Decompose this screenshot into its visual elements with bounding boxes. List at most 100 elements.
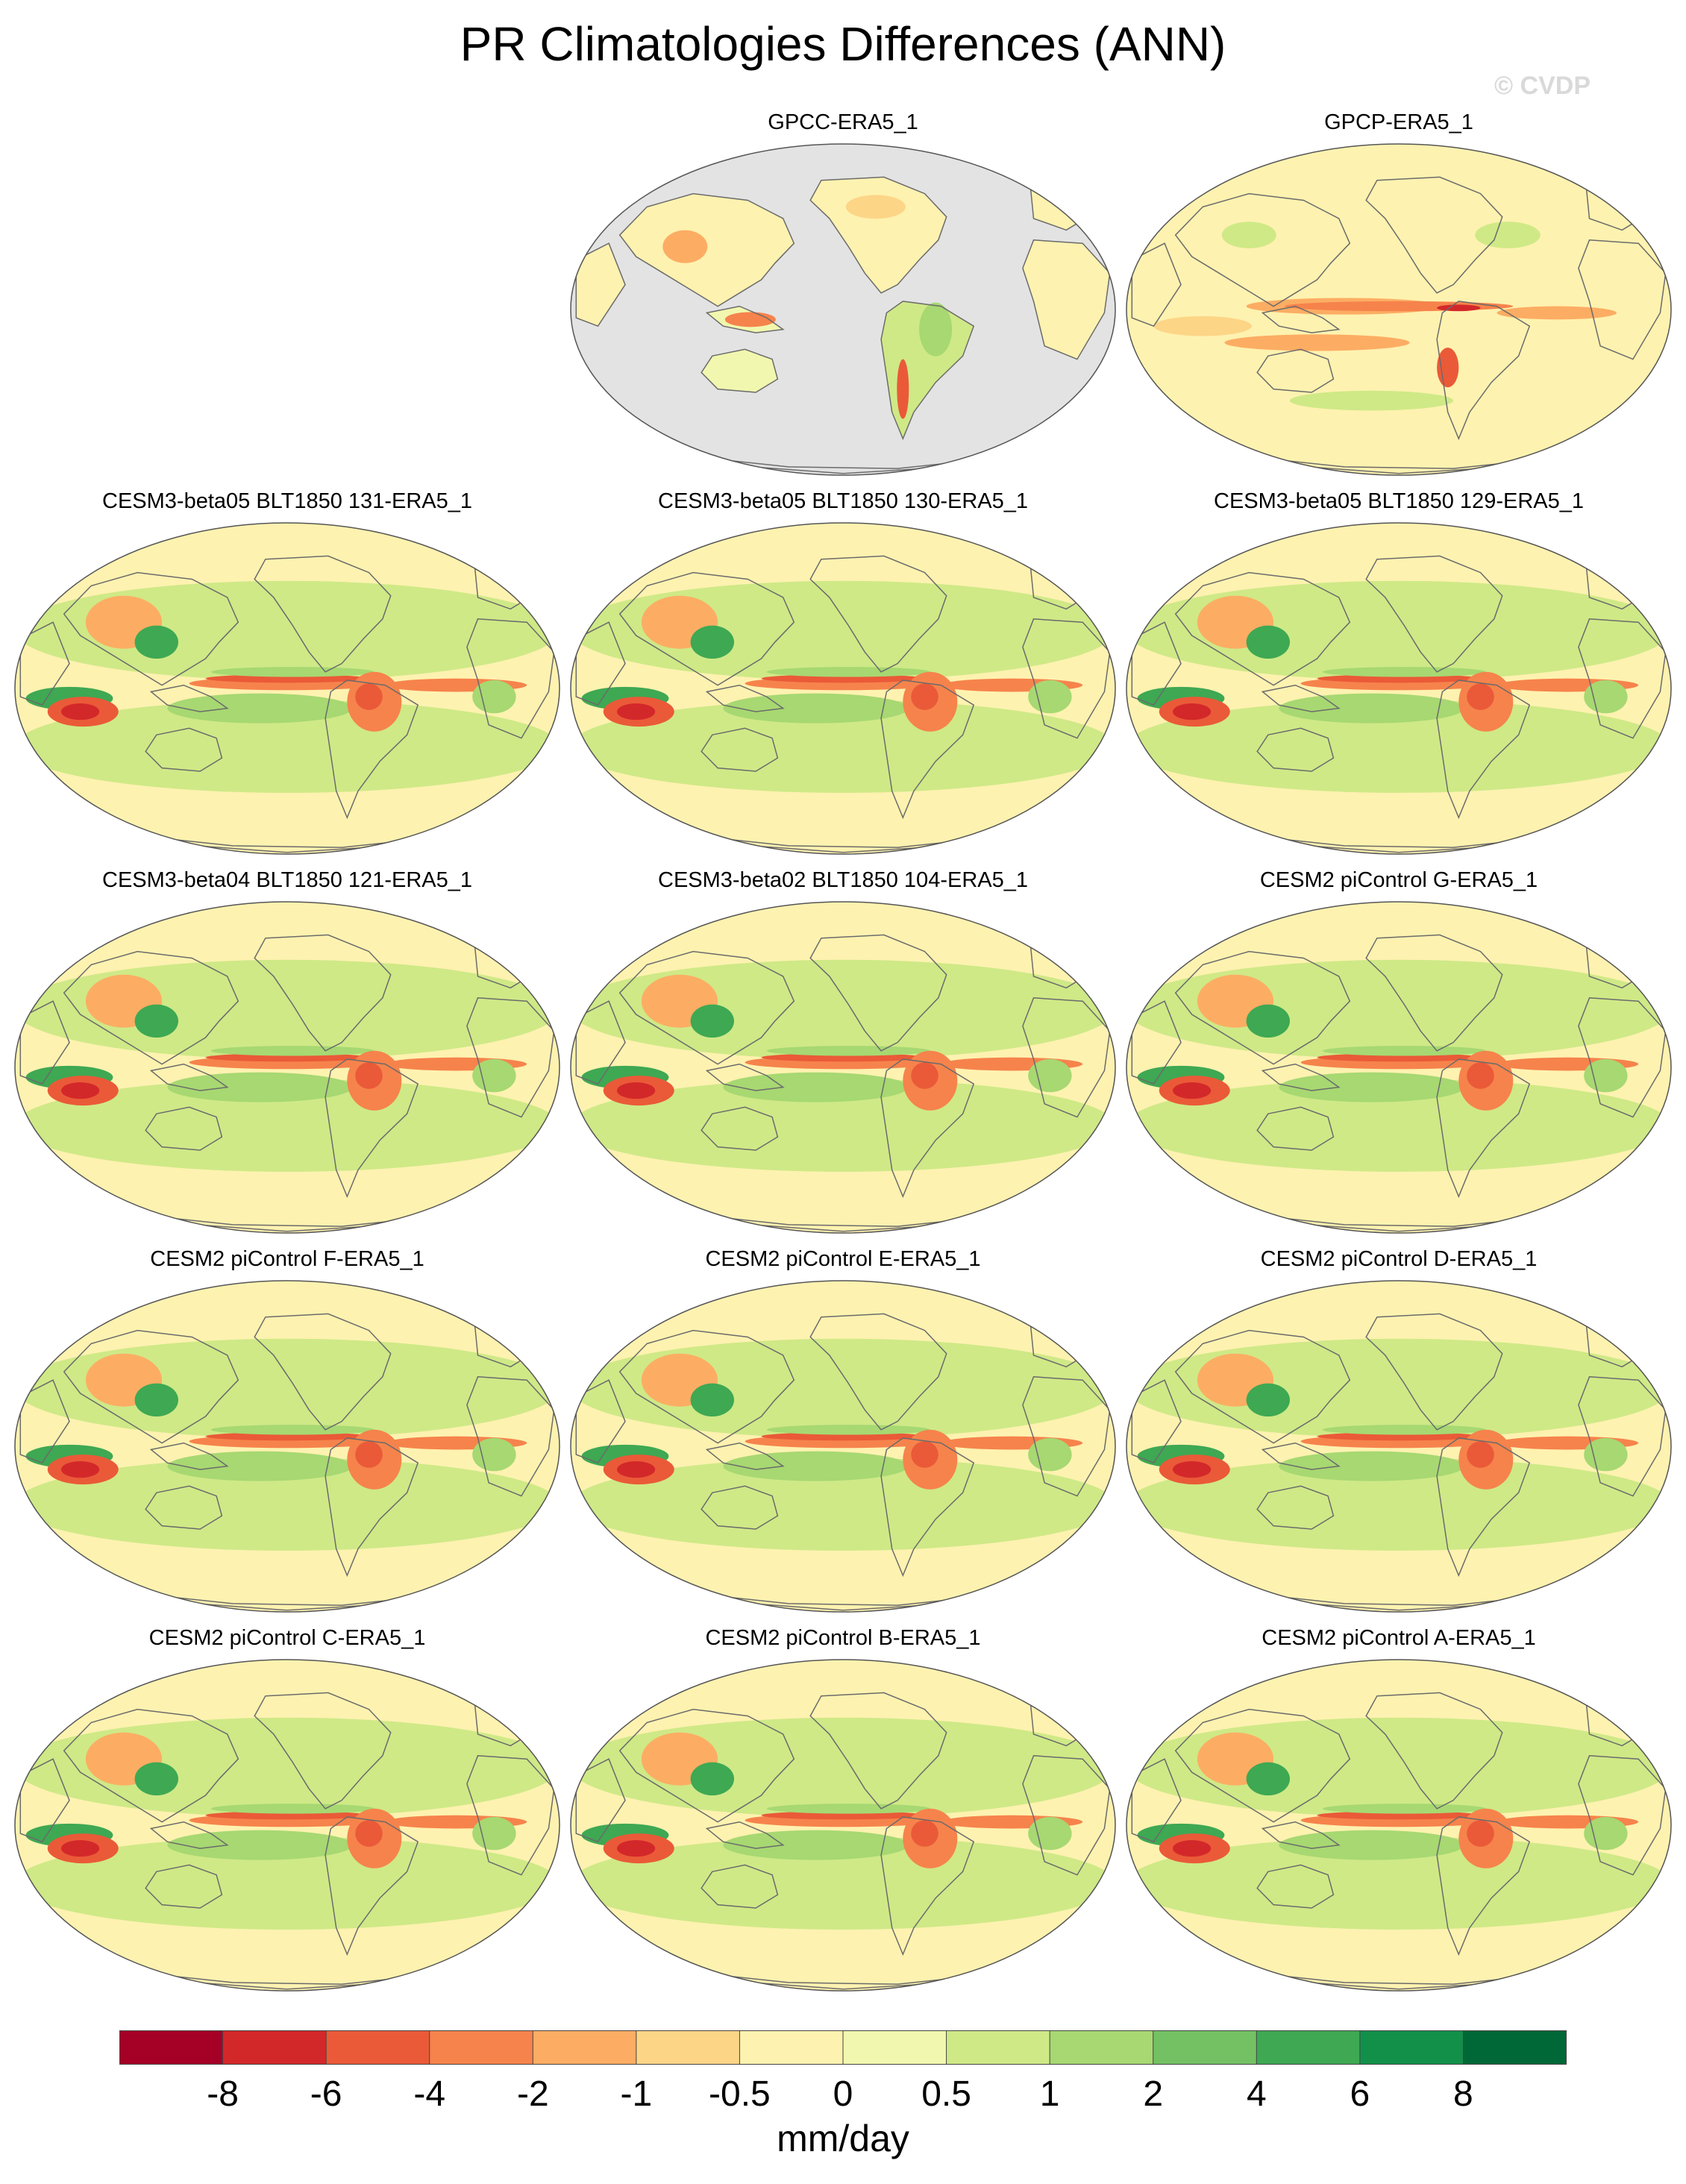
colorbar-box [533,2030,637,2065]
anomaly-itcz-north-wet [210,1425,375,1435]
coastline-asia [1174,950,1351,1065]
anomaly-sh-subtropics [1126,1457,1671,1551]
colorbar [119,2030,1567,2065]
anomaly-spcz-dry [1224,334,1410,351]
panel-title: CESM2 piControl F-ERA5_1 [150,1247,424,1271]
anomaly-indian-ocean-core [617,1460,656,1478]
coastline-westedge [575,242,626,327]
coastline-asia [618,571,795,686]
anomaly-indian-ocean-core [61,1082,100,1099]
coastline-namerica [809,555,947,673]
anomaly-africa-wet [1028,1437,1072,1472]
coastline-maritime [149,684,229,712]
anomaly-field [1126,1678,1671,1990]
globe-outline [1126,522,1672,855]
anomaly-indian-ocean-core [61,703,100,721]
coastline-africa [466,997,555,1118]
anomaly-sh-subtropics [571,1457,1115,1551]
coastline-australia [1256,1106,1335,1151]
globe-outline [570,522,1116,855]
land-africa [1022,239,1110,360]
coastline-africa [1578,618,1667,739]
anomaly-amazon-core [1467,1820,1494,1847]
anomaly-africa-wet [472,1437,516,1472]
colorbar-box [119,2030,224,2065]
anomaly-south-atlantic-wet [390,1863,457,1880]
anomaly-sh-subtropics [1126,700,1671,793]
coastline-namerica [1365,934,1503,1052]
anomaly-itcz-core [761,1811,925,1820]
anomaly-south-atlantic-wet [390,1105,457,1123]
world-map [570,143,1116,476]
panel-title: CESM2 piControl G-ERA5_1 [1259,868,1538,892]
world-map [570,1280,1116,1613]
world-map [570,1659,1116,1992]
coastline-samerica [1436,680,1531,820]
anomaly-amazon-core [355,1820,383,1847]
coastline-australia [701,1485,779,1530]
world-map [14,522,560,855]
map-panel: CESM3-beta05 BLT1850 129-ERA5_1 [1121,489,1677,855]
coastline-namerica [254,1692,392,1810]
globe-outline [570,901,1116,1234]
anomaly-sh-subtropics [15,1457,560,1551]
anomaly-bay-of-bengal-wet [1246,1762,1290,1796]
anomaly-amazon-core [911,1820,938,1847]
coastline-africa [1578,1376,1667,1497]
anomaly-sh-subtropics [15,1836,560,1930]
panel-title: CESM3-beta05 BLT1850 131-ERA5_1 [102,489,472,513]
coastline-samerica [325,680,419,820]
coastline-namerica [254,555,392,673]
coastline-westedge [19,1000,70,1085]
anomaly-south-atlantic-wet [946,1105,1012,1123]
coastline-asia [618,950,795,1065]
anomaly-spcz-wet [723,1072,909,1102]
globe-outline [1126,143,1672,476]
colorbar-tick-label: -4 [413,2074,446,2114]
coastline-australia [701,1106,779,1151]
colorbar-tick-label: -8 [207,2074,239,2114]
anomaly-itcz-north-wet [1322,1046,1486,1056]
coastline-samerica [880,1058,975,1199]
anomaly-sh-subtropics [571,1079,1115,1172]
anomaly-south-atlantic-wet [946,1484,1012,1502]
coastline-samerica [325,1437,419,1578]
anomaly-itcz-north-wet [210,667,375,677]
colorbar-tick-label: -6 [310,2074,342,2114]
anomaly-itcz-core [1317,674,1481,683]
colorbar-tick-label: -2 [516,2074,549,2114]
coastline-westedge [575,1379,626,1464]
world-map [1126,1280,1672,1613]
colorbar-box [946,2030,1050,2065]
anomaly-itcz-core [205,1811,369,1820]
anomaly-itcz-core [1317,1432,1481,1441]
land-australia [701,349,778,392]
anomaly-africa-wet [1584,1816,1628,1851]
land-namerica [810,177,947,293]
coastline-australia [701,348,779,393]
anomaly-south-atlantic-wet [1502,727,1568,744]
anomaly-itcz-dry [1284,301,1514,312]
coastline-namerica [809,1692,947,1810]
anomaly-amazon-core [911,1062,938,1089]
anomaly-itcz-north-wet [210,1804,375,1814]
coastline-maritime [1261,684,1341,712]
globe-outline [1126,1659,1672,1992]
anomaly-indian-ocean-core [617,1082,656,1099]
coastline-maritime [149,1063,229,1091]
coastline-maritime [705,1442,785,1470]
world-map [1126,143,1672,476]
panel-title: GPCP-ERA5_1 [1324,110,1473,134]
anomaly-africa-wet [472,1816,516,1851]
anomaly-spcz-wet [167,1451,353,1481]
anomaly-field [15,542,560,853]
panel-title: CESM2 piControl E-ERA5_1 [705,1247,981,1271]
coastline-samerica [880,1437,975,1578]
anomaly-indian-ocean-core [1173,1460,1212,1478]
anomaly-bay-of-bengal-wet [690,625,734,659]
anomaly-south-atlantic-wet [1502,1484,1568,1502]
anomaly-southern-ocean-wet [1290,390,1453,411]
cvdp-watermark: © CVDP [1494,72,1591,100]
coastline-australia [145,1485,223,1530]
coastline-australia [701,1864,779,1909]
